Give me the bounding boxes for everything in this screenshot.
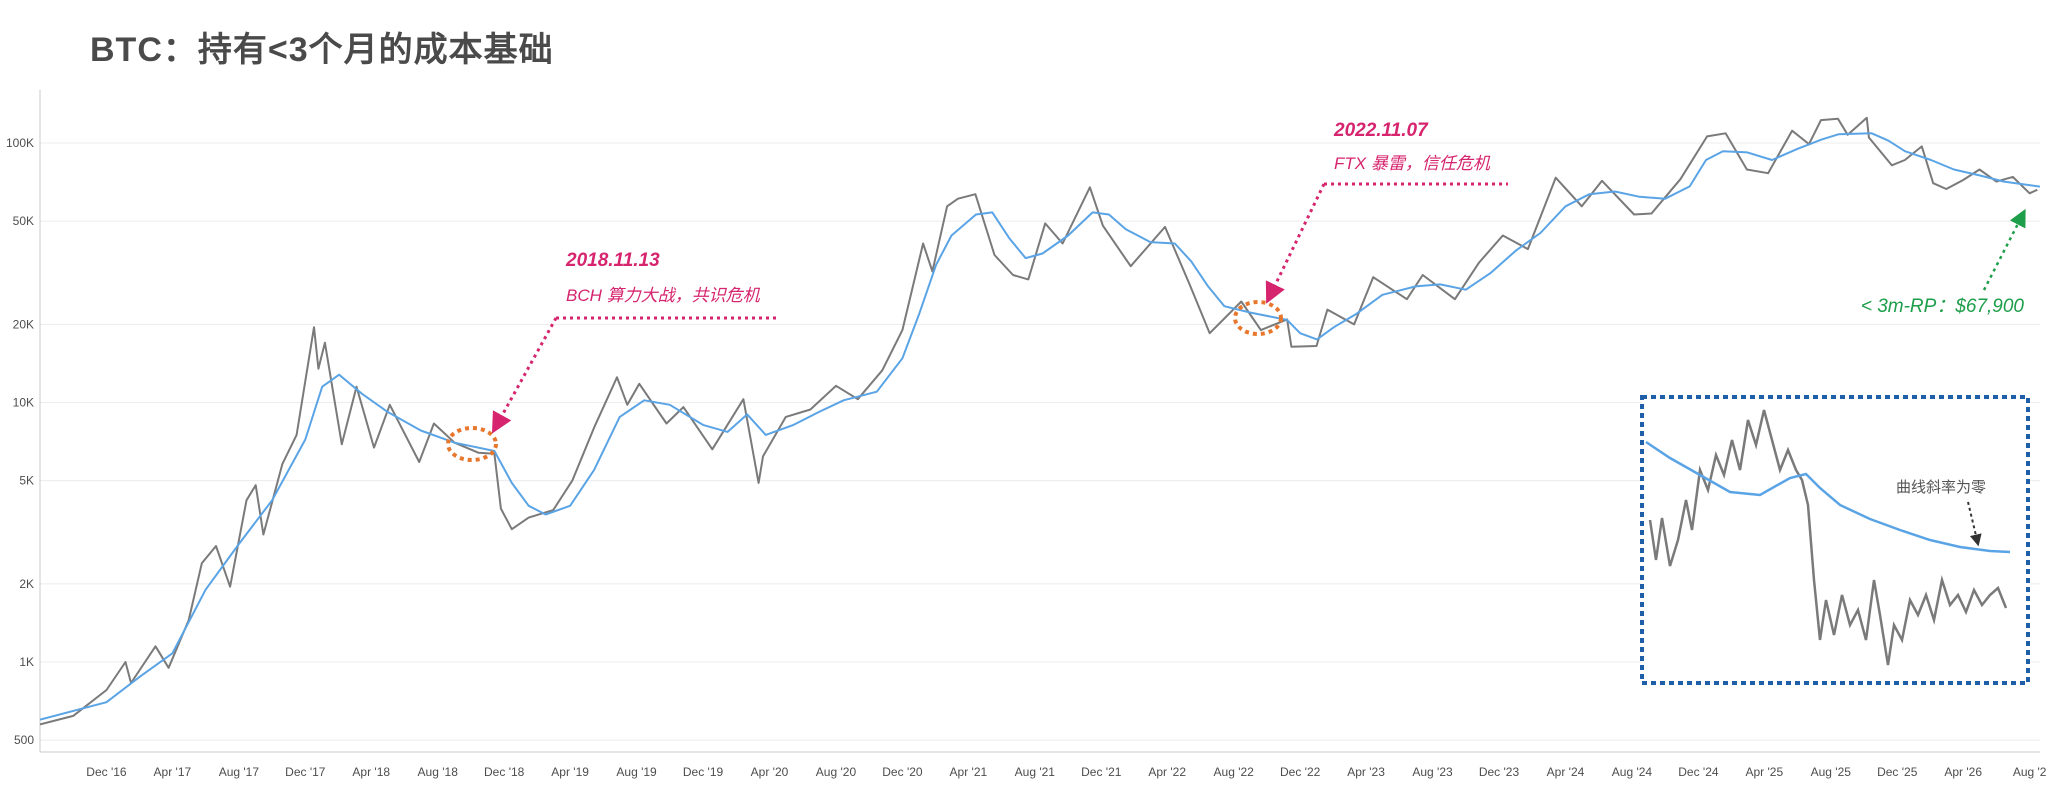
y-tick-label: 100K: [6, 136, 34, 150]
annotation-arrow-2018: [491, 317, 558, 434]
x-tick-label: Apr '20: [751, 765, 789, 779]
x-tick-label: Apr '24: [1547, 765, 1585, 779]
x-tick-label: Dec '16: [86, 765, 127, 779]
x-tick-label: Dec '20: [882, 765, 923, 779]
x-tick-label: Dec '19: [683, 765, 724, 779]
annotation-arrow-2022: [1265, 183, 1326, 304]
current-rp-annotation: < 3m-RP：$67,900: [1861, 208, 2026, 317]
x-tick-label: Apr '23: [1347, 765, 1385, 779]
current-rp-label: < 3m-RP：$67,900: [1861, 296, 2025, 317]
x-tick-label: Apr '19: [551, 765, 589, 779]
annotation-2022: 2022.11.07 FTX 暴雷，信任危机: [1233, 120, 1508, 336]
y-tick-label: 50K: [13, 214, 34, 228]
x-tick-label: Aug '22: [1214, 765, 1255, 779]
x-tick-label: Aug '24: [1612, 765, 1653, 779]
chart-title: BTC：持有<3个月的成本基础: [90, 31, 554, 69]
current-rp-arrow: [1982, 208, 2026, 291]
annotation-2018: 2018.11.13 BCH 算力大战，共识危机: [446, 250, 776, 462]
x-axis-ticks: Dec '16 Apr '17 Aug '17 Dec '17 Apr '18 Aug '…: [86, 765, 2046, 779]
inset-cost-basis-line: [1645, 440, 2011, 554]
x-tick-label: Aug '20: [816, 765, 857, 779]
x-tick-label: Apr '21: [950, 765, 988, 779]
x-tick-label: Dec '18: [484, 765, 525, 779]
inset-arrow: [1967, 501, 1982, 547]
x-tick-label: Aug '17: [219, 765, 260, 779]
x-tick-label: Aug '2: [2013, 765, 2047, 779]
inset-border: [1640, 395, 2030, 685]
gridlines: [40, 142, 2040, 741]
x-tick-label: Dec '25: [1877, 765, 1918, 779]
y-tick-label: 1K: [19, 655, 34, 669]
x-tick-label: Dec '24: [1678, 765, 1719, 779]
series-cost-basis-line: [40, 132, 2040, 721]
y-tick-label: 2K: [19, 577, 34, 591]
x-tick-label: Dec '21: [1081, 765, 1122, 779]
x-tick-label: Aug '25: [1811, 765, 1852, 779]
x-tick-label: Apr '26: [1944, 765, 1982, 779]
annotation-date-2018: 2018.11.13: [565, 250, 660, 271]
annotation-date-2022: 2022.11.07: [1333, 120, 1429, 141]
x-tick-label: Apr '17: [154, 765, 192, 779]
x-tick-label: Aug '21: [1015, 765, 1056, 779]
highlight-circle-2022: [1233, 300, 1283, 336]
y-axis-ticks: 500 1K 2K 5K 10K 20K 50K 100K: [6, 136, 34, 747]
y-tick-label: 10K: [13, 395, 34, 409]
x-tick-label: Dec '17: [285, 765, 326, 779]
x-tick-label: Apr '18: [352, 765, 390, 779]
x-tick-label: Apr '22: [1148, 765, 1186, 779]
x-tick-label: Dec '23: [1479, 765, 1520, 779]
x-tick-label: Aug '18: [418, 765, 459, 779]
y-tick-label: 20K: [13, 317, 34, 331]
x-tick-label: Aug '23: [1412, 765, 1453, 779]
annotation-text-2018: BCH 算力大战，共识危机: [566, 286, 761, 305]
annotation-text-2022: FTX 暴雷，信任危机: [1334, 154, 1491, 173]
y-tick-label: 500: [14, 733, 34, 747]
y-tick-label: 5K: [19, 474, 34, 488]
highlight-circle-2018: [446, 426, 498, 462]
inset-price-line: [1648, 409, 2008, 666]
inset-zoom: 曲线斜率为零: [1640, 395, 2030, 685]
x-tick-label: Dec '22: [1280, 765, 1321, 779]
x-tick-label: Aug '19: [616, 765, 657, 779]
inset-label: 曲线斜率为零: [1896, 479, 1986, 496]
x-tick-label: Apr '25: [1745, 765, 1783, 779]
